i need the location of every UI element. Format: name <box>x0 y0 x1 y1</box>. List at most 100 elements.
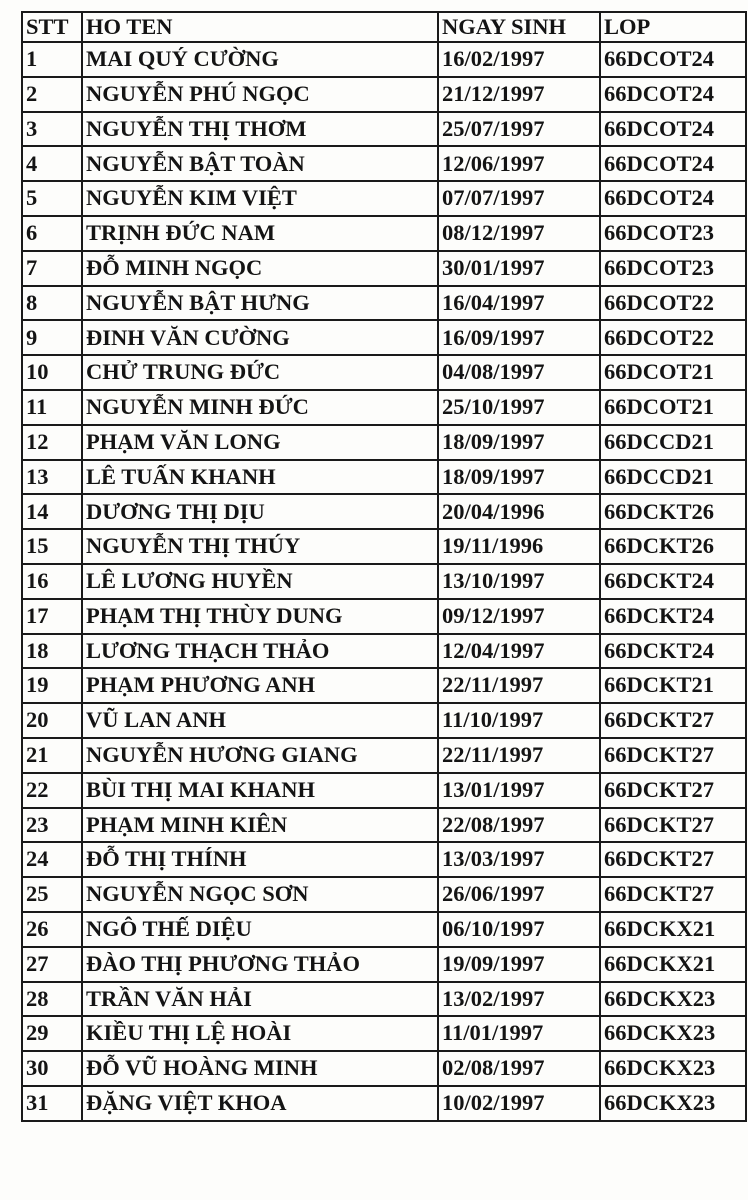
cell-stt: 25 <box>21 876 83 913</box>
cell-ngay-sinh: 11/01/1997 <box>437 1015 601 1053</box>
cell-ngay-sinh: 22/08/1997 <box>437 806 601 844</box>
cell-stt: 20 <box>21 702 83 739</box>
cell-ngay-sinh: 10/02/1997 <box>437 1084 601 1122</box>
cell-stt: 29 <box>21 1015 83 1053</box>
table-row: 29 KIỀU THỊ LỆ HOÀI 11/01/1997 66DCKX23 <box>21 1015 747 1053</box>
cell-stt: 23 <box>21 806 83 844</box>
cell-ngay-sinh: 21/12/1997 <box>437 75 601 113</box>
cell-stt: 1 <box>21 41 83 78</box>
header-lop: LOP <box>599 11 747 43</box>
cell-stt: 8 <box>21 284 83 322</box>
table-row: 4 NGUYỄN BẬT TOÀN 12/06/1997 66DCOT24 <box>21 145 747 183</box>
table-row: 7 ĐỖ MINH NGỌC 30/01/1997 66DCOT23 <box>21 249 747 287</box>
cell-ho-ten: ĐẶNG VIỆT KHOA <box>81 1084 439 1122</box>
cell-ngay-sinh: 16/02/1997 <box>437 41 601 78</box>
cell-lop: 66DCKT24 <box>599 562 747 600</box>
table-row: 2 NGUYỄN PHÚ NGỌC 21/12/1997 66DCOT24 <box>21 75 747 113</box>
header-stt: STT <box>21 11 83 43</box>
cell-stt: 22 <box>21 771 83 809</box>
cell-ngay-sinh: 19/11/1996 <box>437 528 601 565</box>
cell-lop: 66DCKT27 <box>599 876 747 913</box>
cell-lop: 66DCKX23 <box>599 980 747 1018</box>
cell-ho-ten: PHẠM VĂN LONG <box>81 423 439 461</box>
cell-lop: 66DCKT27 <box>599 736 747 774</box>
header-ho-ten: HO TEN <box>81 11 439 43</box>
cell-ho-ten: BÙI THỊ MAI KHANH <box>81 771 439 809</box>
table-row: 27 ĐÀO THỊ PHƯƠNG THẢO 19/09/1997 66DCKX21 <box>21 945 747 983</box>
table-row: 21 NGUYỄN HƯƠNG GIANG 22/11/1997 66DCKT27 <box>21 736 747 774</box>
cell-ho-ten: NGÔ THẾ DIỆU <box>81 910 439 948</box>
cell-stt: 3 <box>21 110 83 148</box>
cell-ngay-sinh: 08/12/1997 <box>437 214 601 252</box>
cell-stt: 2 <box>21 75 83 113</box>
cell-ngay-sinh: 26/06/1997 <box>437 876 601 913</box>
cell-lop: 66DCOT23 <box>599 214 747 252</box>
cell-lop: 66DCOT24 <box>599 110 747 148</box>
cell-stt: 16 <box>21 562 83 600</box>
table-row: 12 PHẠM VĂN LONG 18/09/1997 66DCCD21 <box>21 423 747 461</box>
cell-ngay-sinh: 18/09/1997 <box>437 423 601 461</box>
table-row: 1 MAI QUÝ CƯỜNG 16/02/1997 66DCOT24 <box>21 41 747 78</box>
cell-ngay-sinh: 16/04/1997 <box>437 284 601 322</box>
cell-lop: 66DCOT21 <box>599 354 747 391</box>
cell-ho-ten: ĐỖ VŨ HOÀNG MINH <box>81 1050 439 1087</box>
cell-ho-ten: NGUYỄN PHÚ NGỌC <box>81 75 439 113</box>
table-row: 26 NGÔ THẾ DIỆU 06/10/1997 66DCKX21 <box>21 910 747 948</box>
cell-ho-ten: NGUYỄN MINH ĐỨC <box>81 388 439 426</box>
table-row: 22 BÙI THỊ MAI KHANH 13/01/1997 66DCKT27 <box>21 771 747 809</box>
cell-stt: 10 <box>21 354 83 391</box>
cell-ngay-sinh: 13/10/1997 <box>437 562 601 600</box>
cell-lop: 66DCOT22 <box>599 319 747 357</box>
cell-ho-ten: VŨ LAN ANH <box>81 702 439 739</box>
cell-lop: 66DCOT24 <box>599 145 747 183</box>
cell-stt: 17 <box>21 597 83 635</box>
cell-ngay-sinh: 02/08/1997 <box>437 1050 601 1087</box>
cell-ngay-sinh: 12/06/1997 <box>437 145 601 183</box>
table-row: 8 NGUYỄN BẬT HƯNG 16/04/1997 66DCOT22 <box>21 284 747 322</box>
cell-ho-ten: CHỬ TRUNG ĐỨC <box>81 354 439 391</box>
cell-stt: 14 <box>21 493 83 531</box>
table-row: 13 LÊ TUẤN KHANH 18/09/1997 66DCCD21 <box>21 458 747 496</box>
cell-ngay-sinh: 13/03/1997 <box>437 841 601 879</box>
cell-ho-ten: TRỊNH ĐỨC NAM <box>81 214 439 252</box>
table-row: 16 LÊ LƯƠNG HUYỀN 13/10/1997 66DCKT24 <box>21 562 747 600</box>
cell-ngay-sinh: 30/01/1997 <box>437 249 601 287</box>
header-row: STT HO TEN NGAY SINH LOP <box>21 11 747 43</box>
cell-lop: 66DCKT27 <box>599 841 747 879</box>
cell-ho-ten: NGUYỄN NGỌC SƠN <box>81 876 439 913</box>
cell-stt: 27 <box>21 945 83 983</box>
table-row: 14 DƯƠNG THỊ DỊU 20/04/1996 66DCKT26 <box>21 493 747 531</box>
cell-ho-ten: LÊ LƯƠNG HUYỀN <box>81 562 439 600</box>
table-row: 3 NGUYỄN THỊ THƠM 25/07/1997 66DCOT24 <box>21 110 747 148</box>
cell-ho-ten: NGUYỄN HƯƠNG GIANG <box>81 736 439 774</box>
cell-ngay-sinh: 22/11/1997 <box>437 667 601 705</box>
cell-ho-ten: TRẦN VĂN HẢI <box>81 980 439 1018</box>
table-row: 10 CHỬ TRUNG ĐỨC 04/08/1997 66DCOT21 <box>21 354 747 391</box>
cell-ho-ten: PHẠM MINH KIÊN <box>81 806 439 844</box>
cell-ho-ten: NGUYỄN THỊ THƠM <box>81 110 439 148</box>
cell-ho-ten: LƯƠNG THẠCH THẢO <box>81 632 439 670</box>
cell-ngay-sinh: 06/10/1997 <box>437 910 601 948</box>
cell-stt: 26 <box>21 910 83 948</box>
cell-ho-ten: ĐỖ THỊ THÍNH <box>81 841 439 879</box>
table-row: 24 ĐỖ THỊ THÍNH 13/03/1997 66DCKT27 <box>21 841 747 879</box>
cell-ho-ten: ĐÀO THỊ PHƯƠNG THẢO <box>81 945 439 983</box>
table-row: 20 VŨ LAN ANH 11/10/1997 66DCKT27 <box>21 702 747 739</box>
cell-stt: 6 <box>21 214 83 252</box>
table-row: 5 NGUYỄN KIM VIỆT 07/07/1997 66DCOT24 <box>21 180 747 217</box>
cell-ho-ten: ĐINH VĂN CƯỜNG <box>81 319 439 357</box>
cell-ho-ten: NGUYỄN KIM VIỆT <box>81 180 439 217</box>
cell-lop: 66DCKT27 <box>599 702 747 739</box>
cell-lop: 66DCOT24 <box>599 41 747 78</box>
cell-lop: 66DCKT21 <box>599 667 747 705</box>
table-row: 11 NGUYỄN MINH ĐỨC 25/10/1997 66DCOT21 <box>21 388 747 426</box>
table-row: 31 ĐẶNG VIỆT KHOA 10/02/1997 66DCKX23 <box>21 1084 747 1122</box>
cell-ngay-sinh: 04/08/1997 <box>437 354 601 391</box>
cell-ngay-sinh: 13/01/1997 <box>437 771 601 809</box>
cell-ngay-sinh: 13/02/1997 <box>437 980 601 1018</box>
cell-ngay-sinh: 07/07/1997 <box>437 180 601 217</box>
cell-stt: 19 <box>21 667 83 705</box>
cell-stt: 12 <box>21 423 83 461</box>
cell-lop: 66DCKX23 <box>599 1050 747 1087</box>
cell-ngay-sinh: 16/09/1997 <box>437 319 601 357</box>
